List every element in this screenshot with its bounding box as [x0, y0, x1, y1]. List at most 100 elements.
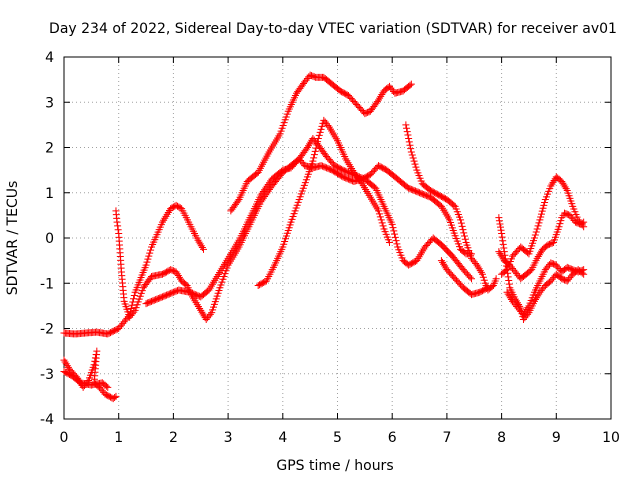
data-point [264, 180, 272, 188]
data-point [407, 80, 415, 88]
data-point [174, 272, 182, 280]
x-tick-label: 5 [333, 430, 342, 446]
data-point [499, 240, 507, 248]
data-point [130, 292, 138, 300]
data-point [477, 268, 485, 276]
data-point [559, 179, 567, 187]
data-point [316, 128, 324, 136]
data-point [197, 306, 205, 314]
data-point [311, 147, 319, 155]
y-tick-label: 2 [45, 141, 54, 157]
data-point [530, 234, 538, 242]
data-point [580, 266, 588, 274]
series-arc-6 [227, 71, 415, 215]
data-point [406, 141, 414, 149]
data-point [484, 284, 492, 292]
data-point [505, 280, 513, 288]
data-point [312, 144, 320, 152]
data-point [390, 227, 398, 235]
data-point [409, 154, 417, 162]
data-point [531, 231, 539, 239]
y-tick-label: -2 [40, 322, 54, 338]
series-arc-13 [498, 173, 588, 278]
data-point [507, 296, 515, 304]
data-point [196, 240, 204, 248]
data-point [173, 270, 181, 278]
data-point [504, 273, 512, 281]
data-point [261, 186, 269, 194]
data-point [478, 270, 486, 278]
data-point [562, 185, 570, 193]
data-point [324, 121, 332, 129]
data-point [408, 151, 416, 159]
data-point [402, 121, 410, 129]
data-point [502, 267, 510, 275]
data-point [405, 138, 413, 146]
data-point [376, 213, 384, 221]
data-point [309, 157, 317, 165]
data-point [522, 307, 530, 315]
data-point [505, 277, 513, 285]
x-tick-label: 7 [442, 430, 451, 446]
data-point [441, 262, 449, 270]
data-point [62, 360, 70, 368]
data-point [310, 154, 318, 162]
data-point [536, 249, 544, 257]
data-point [500, 244, 508, 252]
data-point [460, 232, 468, 240]
x-axis-label: GPS time / hours [276, 458, 393, 474]
data-point [257, 191, 265, 199]
data-point [537, 210, 545, 218]
x-tick-label: 3 [224, 430, 233, 446]
data-point [172, 268, 180, 276]
data-point [407, 145, 415, 153]
data-point [405, 134, 413, 142]
data-point [495, 214, 503, 222]
data-point [377, 216, 385, 224]
data-point [504, 290, 512, 298]
x-tick-label: 8 [497, 430, 506, 446]
x-tick-label: 2 [169, 430, 178, 446]
data-point [61, 358, 69, 366]
data-point [458, 222, 466, 230]
data-point [263, 182, 271, 190]
data-point [113, 218, 121, 226]
data-point [357, 178, 365, 186]
data-point [473, 261, 481, 269]
data-point [102, 382, 110, 390]
data-series [60, 71, 588, 403]
data-point [460, 229, 468, 237]
data-point [391, 230, 399, 238]
data-point [580, 223, 588, 231]
data-point [392, 237, 400, 245]
data-point [550, 177, 558, 185]
data-point [234, 197, 242, 205]
data-point [519, 311, 527, 319]
data-point [521, 309, 529, 317]
data-point [578, 221, 586, 229]
data-point [376, 94, 384, 102]
data-point [391, 233, 399, 241]
data-point [530, 297, 538, 305]
data-point [317, 125, 325, 133]
data-point [198, 308, 206, 316]
data-point [503, 288, 511, 296]
data-point [147, 246, 155, 254]
data-point [377, 92, 385, 100]
data-point [479, 273, 487, 281]
data-point [480, 276, 488, 284]
data-point [114, 222, 122, 230]
data-point [411, 160, 419, 168]
data-point [315, 131, 323, 139]
data-point [60, 356, 68, 364]
data-point [532, 228, 540, 236]
data-point [495, 248, 503, 256]
axis-ticks: 0 1 2 3 4 5 6 7 8 9 10 -4 -3 -2 -1 0 1 2 3 4 [40, 50, 620, 446]
data-point [199, 310, 207, 318]
data-point [197, 242, 205, 250]
data-point [206, 310, 214, 318]
data-point [561, 183, 569, 191]
data-point [198, 244, 206, 252]
data-point [541, 198, 549, 206]
data-point [535, 290, 543, 298]
